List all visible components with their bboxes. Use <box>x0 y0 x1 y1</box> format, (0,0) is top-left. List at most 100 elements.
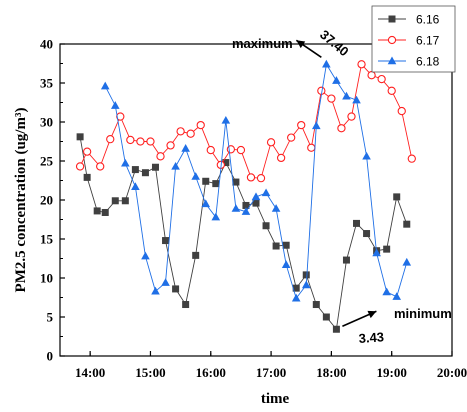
data-point <box>186 129 195 138</box>
data-point <box>231 204 241 212</box>
legend-entry: 6.18 <box>378 55 440 69</box>
data-point <box>342 91 351 100</box>
data-point <box>307 143 316 152</box>
data-point <box>266 138 276 147</box>
data-point <box>387 86 396 95</box>
data-point <box>116 112 125 121</box>
data-point <box>251 192 261 201</box>
legend-label: 6.18 <box>416 55 440 69</box>
data-point <box>337 124 346 133</box>
legend-label: 6.17 <box>416 34 440 48</box>
data-point <box>332 76 341 84</box>
legend-box <box>371 5 456 73</box>
legend-entry: 6.16 <box>378 13 440 27</box>
data-point <box>301 280 311 289</box>
data-point <box>131 182 140 190</box>
data-point <box>82 147 92 156</box>
data-point <box>407 154 416 163</box>
data-point <box>342 256 350 264</box>
data-point <box>151 163 159 171</box>
data-point <box>192 251 200 259</box>
maximum-arrow <box>295 39 322 58</box>
data-point <box>166 141 175 150</box>
data-point <box>196 120 205 130</box>
data-point <box>261 188 271 197</box>
data-point <box>312 121 321 130</box>
legend-marker <box>387 35 397 45</box>
series-6-17 <box>75 60 416 183</box>
y-tick-label: 15 <box>40 232 54 247</box>
data-point <box>232 178 240 186</box>
x-tick-label: 20:00 <box>437 365 467 380</box>
data-point <box>96 162 105 171</box>
data-point <box>206 145 215 155</box>
data-point <box>101 208 109 216</box>
data-point <box>151 286 160 295</box>
data-point <box>327 94 336 103</box>
data-point <box>106 135 115 144</box>
x-axis-title: time <box>261 391 290 407</box>
data-point <box>201 199 211 208</box>
data-point <box>403 220 411 228</box>
data-point <box>226 145 236 154</box>
data-point <box>256 174 266 183</box>
data-point <box>322 313 330 321</box>
y-tick-label: 5 <box>47 310 54 325</box>
data-point <box>121 158 130 167</box>
data-point <box>383 245 391 253</box>
data-point <box>367 71 376 80</box>
data-point <box>241 207 251 215</box>
data-point <box>131 166 139 174</box>
data-point <box>297 120 306 130</box>
data-point <box>212 180 220 188</box>
y-tick-label: 40 <box>40 37 53 52</box>
legend-entry: 6.17 <box>378 34 440 48</box>
x-tick-label: 16:00 <box>196 365 226 380</box>
arrow-head <box>367 310 377 319</box>
data-point <box>93 207 101 215</box>
data-point <box>377 74 386 84</box>
data-point <box>100 81 110 90</box>
data-point <box>287 133 296 142</box>
data-point <box>246 173 256 182</box>
maximum-label: maximum <box>232 36 293 51</box>
series-6-18 <box>100 59 412 302</box>
data-point <box>121 197 129 205</box>
data-point <box>372 248 381 257</box>
data-point <box>172 285 180 293</box>
data-point <box>357 60 366 69</box>
data-point <box>126 135 135 145</box>
data-point <box>272 242 280 250</box>
y-tick-label: 25 <box>40 154 54 169</box>
data-point <box>271 204 281 212</box>
data-point <box>236 145 246 155</box>
data-point <box>302 271 310 279</box>
data-point <box>111 197 119 205</box>
data-point <box>332 325 340 333</box>
data-point <box>136 137 145 146</box>
data-point <box>262 222 270 230</box>
y-tick-label: 10 <box>40 271 53 286</box>
data-point <box>221 115 231 124</box>
data-point <box>141 169 149 177</box>
y-tick-label: 35 <box>40 76 54 91</box>
series-6-16 <box>76 133 411 333</box>
data-point <box>393 193 401 201</box>
minimum-value: 3.43 <box>358 329 384 346</box>
data-point <box>362 151 371 160</box>
data-point <box>202 177 210 185</box>
legend-marker <box>387 56 397 65</box>
x-tick-label: 18:00 <box>316 365 346 380</box>
data-point <box>176 127 185 136</box>
data-point <box>363 230 371 238</box>
data-point <box>211 212 221 221</box>
y-axis-title: PM2.5 concentration (ug/m³) <box>13 108 29 293</box>
data-point <box>402 257 412 266</box>
series-line <box>79 136 408 331</box>
data-point <box>276 153 286 163</box>
data-point <box>322 59 331 68</box>
data-point <box>181 144 190 152</box>
data-point <box>312 301 320 309</box>
y-tick-label: 20 <box>40 193 53 208</box>
